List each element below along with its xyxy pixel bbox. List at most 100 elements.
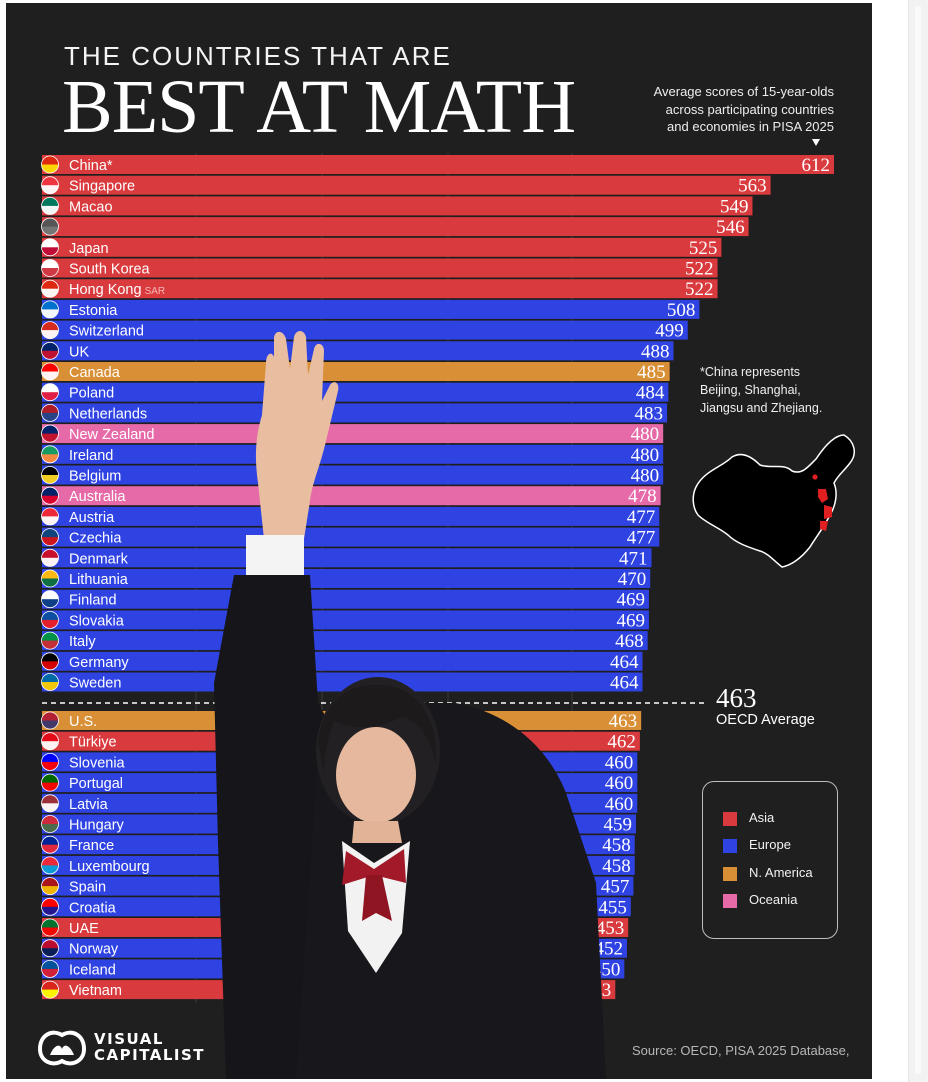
country-label: Slovakia — [69, 613, 125, 629]
flag-ring — [41, 897, 59, 916]
page-scrollbar[interactable] — [908, 0, 928, 1082]
value-label: 458 — [602, 835, 631, 856]
bar — [42, 175, 771, 195]
flag-ring — [41, 569, 59, 588]
bar — [42, 362, 670, 381]
flag-ring — [41, 155, 59, 174]
country-label: Finland — [69, 593, 117, 609]
country-label: Norway — [69, 942, 119, 958]
value-label: 469 — [616, 610, 645, 631]
country-label: Spain — [69, 880, 106, 896]
flag-icon — [41, 856, 59, 874]
infographic-card: THE COUNTRIES THAT ARE BEST AT MATH Aver… — [6, 3, 872, 1079]
bar — [42, 527, 660, 547]
flag-icon — [41, 528, 59, 546]
country-label: Czechia — [69, 531, 122, 547]
flag-icon — [41, 383, 59, 401]
country-label: Latvia — [69, 797, 109, 813]
value-label: 508 — [667, 300, 696, 321]
legend-swatch — [723, 867, 737, 881]
bar — [42, 569, 651, 588]
legend-swatch — [723, 839, 737, 853]
flag-icon — [41, 590, 59, 608]
country-label: Ireland — [69, 448, 113, 464]
flag-icon — [41, 652, 59, 670]
value-label: 460 — [605, 752, 634, 773]
note-line: Jiangsu and Zhejiang. — [700, 401, 823, 415]
subtitle-line: and economies in PISA 2025 — [667, 119, 834, 134]
flag-icon — [41, 632, 59, 650]
value-label: 522 — [685, 279, 714, 300]
student-raising-hand-image — [214, 331, 606, 1079]
flag-ring — [41, 856, 59, 875]
bar — [42, 444, 664, 464]
flag-icon — [41, 466, 59, 484]
flag-ring — [41, 939, 59, 958]
title-big: BEST AT MATH — [62, 65, 576, 149]
bar — [42, 465, 664, 485]
subtitle-line: across participating countries — [665, 101, 834, 117]
flag-icon — [41, 981, 59, 999]
bar — [42, 424, 664, 444]
bar — [42, 610, 649, 630]
country-label: Hong Kong SAR — [69, 282, 165, 298]
bar — [42, 217, 749, 237]
value-label: 460 — [605, 773, 634, 794]
country-label: Netherlands — [69, 406, 147, 422]
value-label: 459 — [604, 815, 633, 836]
flag-icon — [41, 919, 59, 936]
country-label: Austria — [69, 510, 115, 526]
value-label: 457 — [601, 877, 630, 898]
flag-ring — [41, 196, 59, 215]
subtitle-line: Average scores of 15-year-olds — [653, 84, 834, 99]
flag-ring — [41, 652, 59, 671]
flag-ring — [41, 321, 59, 340]
flag-ring — [41, 238, 59, 257]
country-label: Türkiye — [69, 735, 117, 751]
flag-ring — [41, 980, 59, 999]
country-label: Belgium — [69, 469, 121, 485]
flag-ring — [41, 590, 59, 609]
flag-icon — [41, 156, 59, 173]
legend-label: Asia — [749, 810, 775, 825]
value-label: 470 — [618, 569, 647, 590]
flag-ring — [41, 877, 59, 895]
country-label: Lithuania — [69, 572, 129, 588]
value-label: 453 — [596, 918, 625, 939]
oecd-average-label: OECD Average — [716, 712, 815, 728]
flag-ring — [41, 815, 59, 833]
value-label: 483 — [635, 403, 664, 424]
china-footnote: *China represents Beijing, Shanghai, Jia… — [700, 363, 860, 417]
flag-icon — [41, 363, 59, 380]
flag-icon — [41, 507, 59, 525]
value-label: 484 — [636, 383, 665, 404]
oecd-average-value: 463 — [716, 683, 757, 713]
bar — [42, 155, 834, 174]
country-label: Vietnam — [69, 983, 122, 999]
country-label: Slovenia — [69, 755, 126, 771]
flag-icon — [41, 176, 59, 194]
flag-ring — [41, 403, 59, 422]
country-label: China* — [69, 158, 113, 174]
bar — [42, 548, 652, 568]
legend-swatch — [723, 894, 737, 908]
scrollbar-thumb[interactable] — [915, 6, 921, 1074]
bar — [42, 589, 649, 609]
flag-ring — [41, 960, 59, 978]
flag-ring — [41, 445, 59, 464]
value-label: 546 — [716, 217, 745, 238]
flag-ring — [41, 548, 59, 567]
country-label: Italy — [69, 634, 96, 650]
flag-ring — [41, 631, 59, 650]
flag-icon — [41, 404, 59, 422]
title-small: THE COUNTRIES THAT ARE — [64, 41, 452, 71]
flag-icon — [41, 300, 59, 318]
flag-icon — [41, 425, 59, 443]
value-label: 499 — [655, 321, 684, 342]
country-label: Estonia — [69, 303, 118, 319]
country-label: U.S. — [69, 714, 97, 730]
bar — [42, 279, 718, 299]
country-label: Japan — [69, 241, 109, 257]
flag-ring — [41, 362, 59, 381]
value-label: 480 — [631, 445, 660, 466]
